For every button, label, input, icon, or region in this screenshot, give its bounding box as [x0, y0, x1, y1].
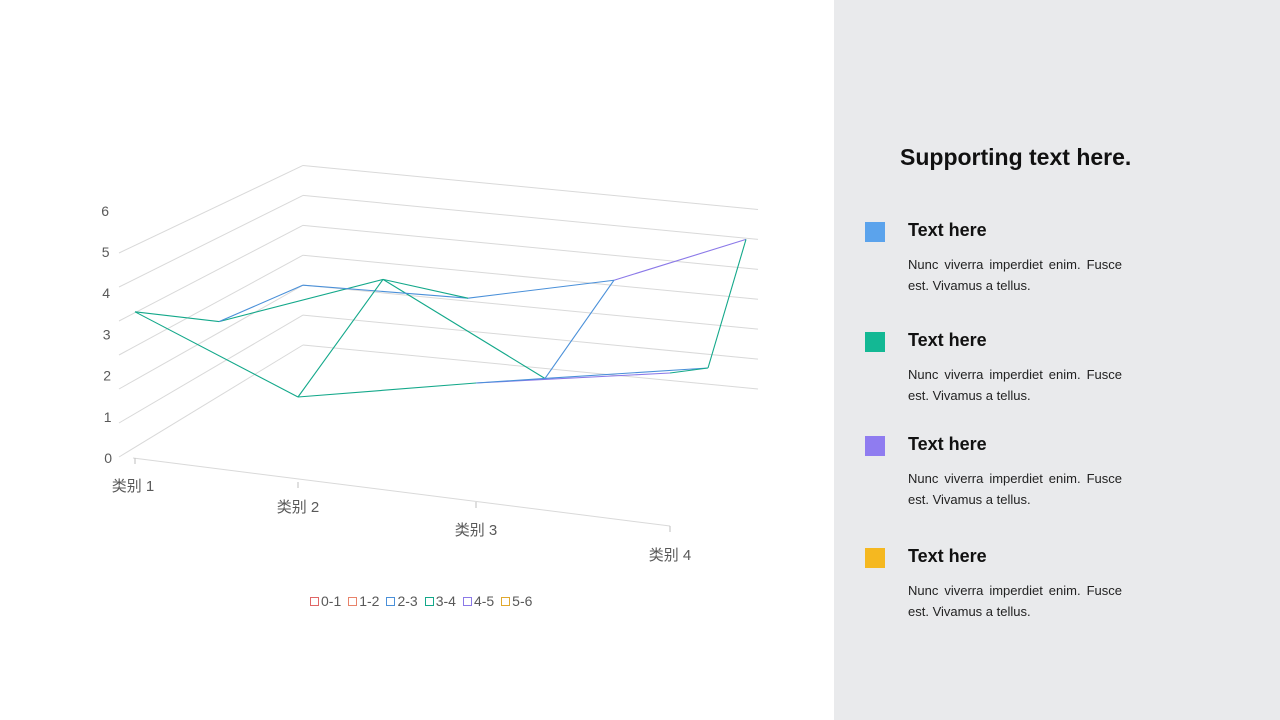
y-tick-label: 2	[103, 368, 111, 384]
y-tick-label: 6	[101, 203, 109, 219]
item-heading: Text here	[908, 220, 987, 240]
item-body: Nunc viverra imperdiet enim. Fusce est. …	[908, 257, 1122, 293]
gridline-side	[118, 165, 304, 254]
gridline-back	[302, 224, 759, 270]
gridline-back	[302, 314, 759, 360]
chart-tick-labels: 0 1 2 3 4 5 6 类别 1 类别 2 类别 3 类别 4	[101, 203, 691, 564]
gridline-back	[302, 284, 759, 330]
legend-entry: 2-3	[386, 593, 418, 609]
legend-key-icon	[424, 596, 434, 606]
surface-line-row	[467, 279, 615, 299]
category-label: 类别 1	[112, 478, 155, 495]
legend-label: 1-2	[359, 593, 380, 609]
legend-entry: 3-4	[424, 593, 456, 609]
surface-line-row	[218, 278, 384, 323]
surface-line-row	[302, 284, 469, 299]
legend-key-icon	[501, 596, 511, 606]
gridline-back	[302, 164, 759, 210]
item-body: Nunc viverra imperdiet enim. Fusce est. …	[908, 367, 1122, 403]
gridline-side	[118, 344, 304, 458]
surface-line-col	[707, 239, 747, 369]
gridline-side	[118, 284, 304, 390]
legend-key-icon	[348, 596, 358, 606]
floor-edge	[132, 457, 671, 527]
legend-key-icon	[462, 596, 472, 606]
surface-line-col	[669, 367, 709, 374]
gridline-side	[118, 314, 304, 424]
legend-key-icon	[386, 596, 396, 606]
surface-line-col	[475, 377, 546, 384]
legend-entry: 4-5	[462, 593, 495, 609]
y-tick-label: 0	[104, 450, 112, 466]
side-panel: Supporting text here. Text here Nunc viv…	[834, 0, 1280, 720]
gridline-side	[118, 194, 304, 288]
item-heading: Text here	[908, 546, 987, 566]
surface-line-col	[218, 284, 304, 323]
legend-label: 0-1	[321, 593, 342, 609]
swatch-purple-icon	[865, 436, 885, 456]
gridline-side	[118, 254, 304, 356]
chart-grid	[118, 164, 759, 532]
surface-line-row	[297, 382, 477, 398]
swatch-yellow-icon	[865, 548, 885, 568]
side-title: Supporting text here.	[900, 144, 1132, 170]
chart-legend: 0-1 1-2 2-3 3-4 4-5 5-6	[310, 593, 539, 609]
category-label: 类别 4	[649, 547, 692, 564]
gridline-side	[118, 224, 304, 322]
gridline-back	[302, 254, 759, 300]
gridline-back	[302, 194, 759, 240]
surface-line-row	[134, 311, 299, 398]
swatch-blue-icon	[865, 222, 885, 242]
legend-key-icon	[310, 596, 319, 606]
y-tick-label: 4	[102, 285, 110, 301]
surface-line-row	[613, 238, 747, 281]
chart-surface	[134, 238, 747, 398]
legend-label: 5-6	[512, 593, 533, 609]
surface-line-col	[544, 279, 615, 379]
chart-area: 0 1 2 3 4 5 6 类别 1 类别 2 类别 3 类别 4 0-1 1-2 2-3 3-4 4-5 5…	[101, 164, 759, 609]
category-label: 类别 3	[455, 522, 498, 539]
category-label: 类别 2	[277, 499, 320, 516]
surface-chart: 0 1 2 3 4 5 6 类别 1 类别 2 类别 3 类别 4	[101, 164, 759, 564]
legend-label: 4-5	[473, 593, 495, 609]
surface-line-col	[297, 279, 384, 398]
swatch-teal-icon	[865, 332, 885, 352]
item-body: Nunc viverra imperdiet enim. Fusce est. …	[908, 471, 1122, 507]
surface-line-row	[382, 278, 546, 379]
surface-line-col	[134, 311, 220, 323]
legend-entry: 0-1	[310, 593, 341, 609]
surface-line-row	[544, 367, 709, 380]
y-tick-label: 3	[103, 326, 111, 342]
y-tick-label: 1	[104, 409, 112, 425]
item-body: Nunc viverra imperdiet enim. Fusce est. …	[908, 583, 1122, 619]
surface-line-col	[382, 278, 469, 299]
legend-entry: 5-6	[501, 593, 532, 609]
legend-entry: 1-2	[348, 593, 379, 609]
legend-label: 3-4	[435, 593, 456, 609]
item-heading: Text here	[908, 330, 987, 350]
legend-label: 2-3	[397, 593, 418, 609]
item-heading: Text here	[908, 434, 987, 454]
y-tick-label: 5	[102, 244, 110, 260]
gridline-back	[302, 344, 759, 390]
